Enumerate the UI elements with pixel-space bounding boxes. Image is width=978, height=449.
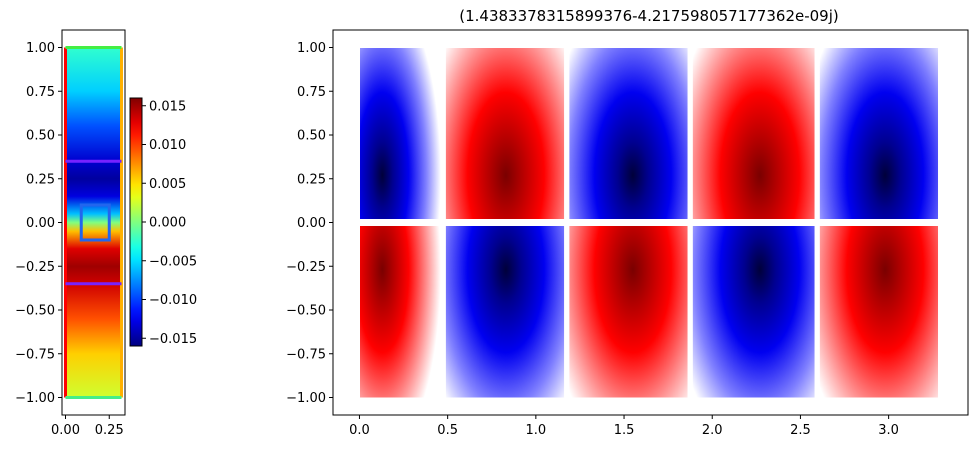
left-y-tick-label: 0.00 bbox=[26, 216, 55, 231]
colorbar-tick-label: 0.015 bbox=[149, 99, 186, 114]
left-y-tick-label: −0.50 bbox=[15, 304, 55, 319]
left-y-tick-label: −0.75 bbox=[15, 347, 55, 362]
lobe-0-lower bbox=[360, 226, 441, 398]
right-x-axis: 0.0 0.5 1.0 1.5 2.0 2.5 3.0 bbox=[349, 415, 899, 438]
seismic-field bbox=[360, 48, 939, 398]
right-x-tick-label: 0.5 bbox=[437, 423, 458, 438]
colorbar: 0.015 0.010 0.005 0.000 −0.005 −0.010 −0.015 bbox=[129, 97, 197, 347]
right-x-tick-label: 3.0 bbox=[878, 423, 899, 438]
right-y-tick-label: −0.75 bbox=[286, 347, 326, 362]
lobe-2-upper bbox=[569, 48, 688, 219]
left-y-tick-label: −1.00 bbox=[15, 391, 55, 406]
right-y-tick-label: 0.75 bbox=[297, 85, 326, 100]
colorbar-tick-label: −0.015 bbox=[149, 332, 197, 347]
colorbar-tick-label: −0.010 bbox=[149, 293, 197, 308]
right-y-tick-label: 0.50 bbox=[297, 129, 326, 144]
lobe-1-lower bbox=[445, 226, 565, 398]
colorbar-tick-label: 0.000 bbox=[149, 216, 186, 231]
left-x-tick-label: 0.25 bbox=[95, 423, 124, 438]
left-y-axis: 1.00 0.75 0.50 0.25 0.00 −0.25 −0.50 −0.75 −1.00 bbox=[15, 41, 62, 406]
lobe-2-lower bbox=[569, 226, 688, 398]
lobe-0-upper bbox=[360, 48, 441, 219]
right-y-axis: 1.00 0.75 0.50 0.25 0.00 −0.25 −0.50 −0.75 −1.00 bbox=[286, 41, 333, 406]
colorbar-tick-label: 0.010 bbox=[149, 138, 186, 153]
right-panel: (1.4383378315899376-4.217598057177362e-0… bbox=[286, 7, 969, 438]
right-y-tick-label: −1.00 bbox=[286, 391, 326, 406]
right-y-tick-label: −0.50 bbox=[286, 304, 326, 319]
colorbar-gradient bbox=[129, 97, 143, 347]
colorbar-ticks: 0.015 0.010 0.005 0.000 −0.005 −0.010 −0.015 bbox=[142, 99, 197, 347]
lobe-4-upper bbox=[819, 48, 939, 219]
left-y-tick-label: 0.75 bbox=[26, 85, 55, 100]
left-x-axis: 0.00 0.25 bbox=[51, 415, 124, 438]
right-chart-title: (1.4383378315899376-4.217598057177362e-0… bbox=[459, 7, 838, 25]
right-x-tick-label: 1.0 bbox=[526, 423, 547, 438]
overlay-rect bbox=[79, 203, 111, 242]
lobe-3-upper bbox=[692, 48, 815, 219]
strip-overlays bbox=[64, 46, 123, 399]
lobe-3-lower bbox=[692, 226, 815, 398]
right-y-tick-label: 0.25 bbox=[297, 172, 326, 187]
right-y-tick-label: −0.25 bbox=[286, 260, 326, 275]
right-x-tick-label: 1.5 bbox=[614, 423, 635, 438]
lobe-4-lower bbox=[819, 226, 939, 398]
colorbar-tick-label: 0.005 bbox=[149, 177, 186, 192]
left-y-tick-label: 0.25 bbox=[26, 172, 55, 187]
left-y-tick-label: −0.25 bbox=[15, 260, 55, 275]
left-x-tick-label: 0.00 bbox=[51, 423, 80, 438]
left-y-tick-label: 1.00 bbox=[26, 41, 55, 56]
colorbar-tick-label: −0.005 bbox=[149, 254, 197, 269]
right-y-tick-label: 1.00 bbox=[297, 41, 326, 56]
right-x-tick-label: 2.5 bbox=[790, 423, 811, 438]
left-y-tick-label: 0.50 bbox=[26, 129, 55, 144]
lobe-1-upper bbox=[445, 48, 565, 219]
right-y-tick-label: 0.00 bbox=[297, 216, 326, 231]
left-panel: 0.00 0.25 1.00 0.75 0.50 0.25 0.00 −0.25 −0.50 −… bbox=[15, 29, 126, 438]
right-x-tick-label: 2.0 bbox=[702, 423, 723, 438]
right-x-tick-label: 0.0 bbox=[349, 423, 370, 438]
jet-field-strip bbox=[65, 47, 122, 398]
